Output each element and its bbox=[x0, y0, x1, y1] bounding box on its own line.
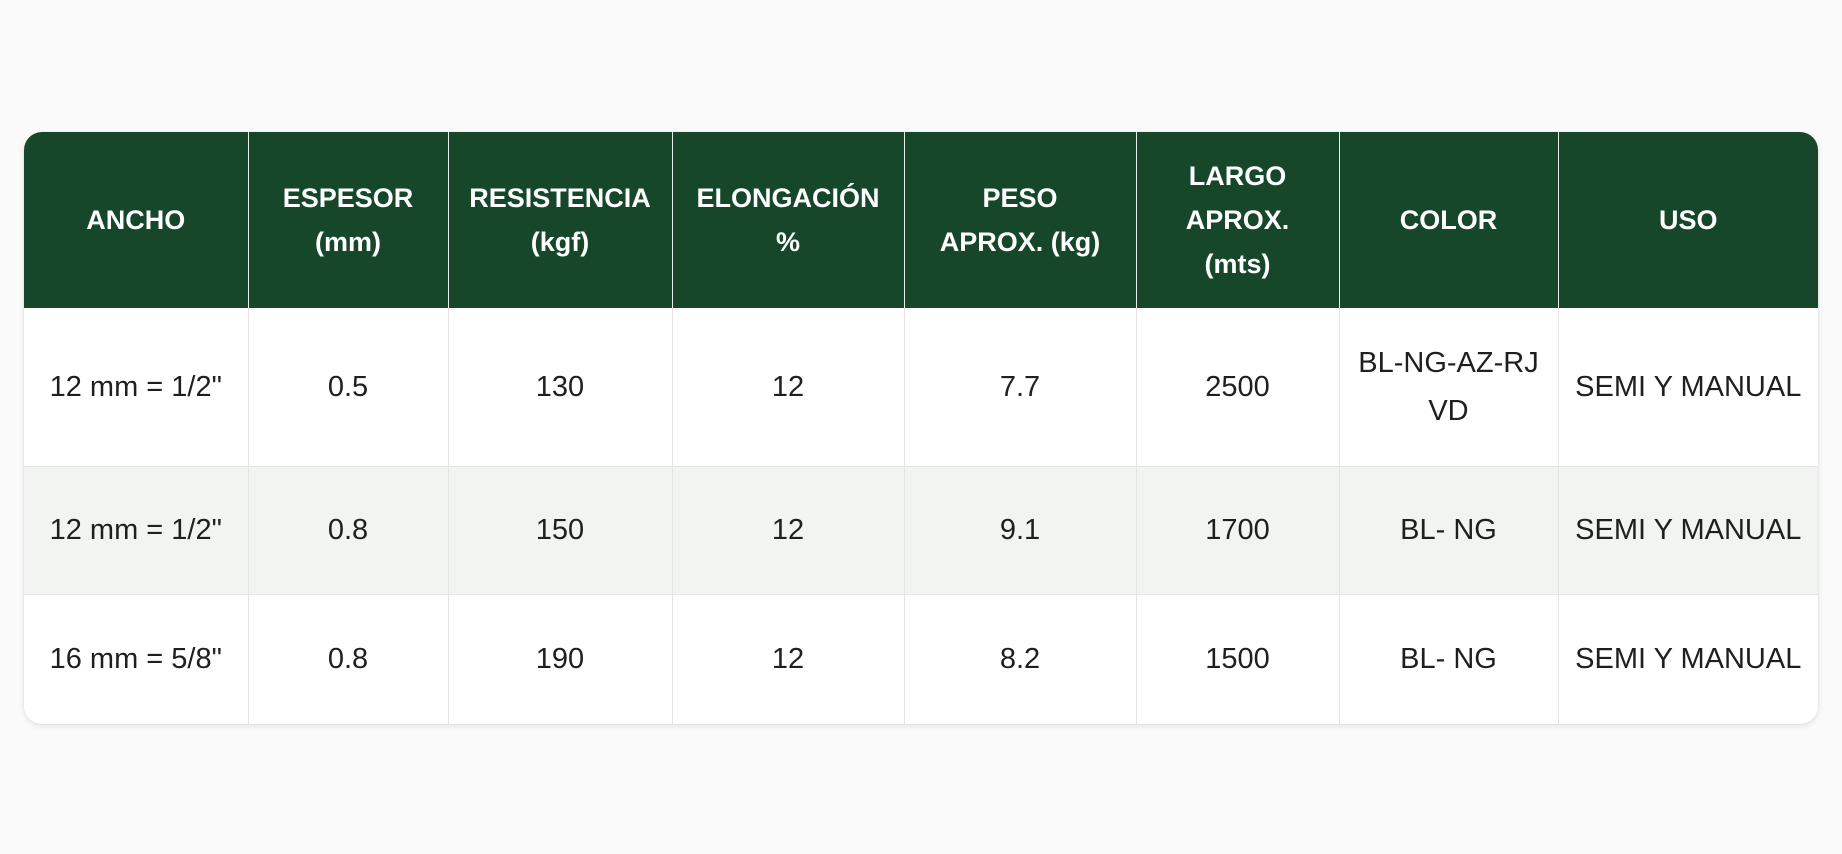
cell-uso: SEMI Y MANUAL bbox=[1557, 594, 1818, 724]
specs-table-card: ANCHO ESPESOR (mm) RESISTENCIA (kgf) ELO… bbox=[24, 132, 1818, 724]
cell-espesor: 0.8 bbox=[247, 594, 448, 724]
cell-elongacion: 12 bbox=[671, 308, 904, 466]
cell-color: BL-NG-AZ-RJ VD bbox=[1338, 308, 1558, 466]
column-header-largo: LARGO APROX. (mts) bbox=[1135, 132, 1339, 308]
cell-color: BL- NG bbox=[1338, 466, 1558, 594]
column-header-ancho: ANCHO bbox=[86, 205, 186, 235]
cell-peso: 8.2 bbox=[903, 594, 1136, 724]
cell-ancho: 16 mm = 5/8" bbox=[49, 643, 222, 676]
cell-color: BL- NG bbox=[1338, 594, 1558, 724]
column-header-resistencia: RESISTENCIA (kgf) bbox=[447, 132, 672, 308]
cell-largo: 1500 bbox=[1135, 594, 1339, 724]
column-header-color: COLOR bbox=[1338, 132, 1558, 308]
cell-largo: 1700 bbox=[1135, 466, 1339, 594]
cell-resistencia: 130 bbox=[447, 308, 672, 466]
cell-espesor: 0.5 bbox=[247, 308, 448, 466]
cell-uso: SEMI Y MANUAL bbox=[1557, 308, 1818, 466]
table-row: 12 mm = 1/2" 0.5 130 12 7.7 2500 BL-NG-A… bbox=[24, 308, 1818, 466]
cell-uso: SEMI Y MANUAL bbox=[1557, 466, 1818, 594]
table-row: 12 mm = 1/2" 0.8 150 12 9.1 1700 BL- NG … bbox=[24, 466, 1818, 594]
table-row: 16 mm = 5/8" 0.8 190 12 8.2 1500 BL- NG … bbox=[24, 594, 1818, 724]
column-header-espesor: ESPESOR (mm) bbox=[247, 132, 448, 308]
specs-table: ANCHO ESPESOR (mm) RESISTENCIA (kgf) ELO… bbox=[24, 132, 1818, 724]
column-header-elongacion: ELONGACIÓN % bbox=[671, 132, 904, 308]
cell-ancho: 12 mm = 1/2" bbox=[49, 370, 222, 403]
header-row: ANCHO ESPESOR (mm) RESISTENCIA (kgf) ELO… bbox=[24, 132, 1818, 308]
cell-peso: 7.7 bbox=[903, 308, 1136, 466]
cell-largo: 2500 bbox=[1135, 308, 1339, 466]
cell-resistencia: 190 bbox=[447, 594, 672, 724]
cell-peso: 9.1 bbox=[903, 466, 1136, 594]
column-header-peso: PESO APROX. (kg) bbox=[903, 132, 1136, 308]
cell-elongacion: 12 bbox=[671, 594, 904, 724]
column-header-uso: USO bbox=[1557, 132, 1818, 308]
cell-ancho: 12 mm = 1/2" bbox=[49, 514, 222, 546]
cell-resistencia: 150 bbox=[447, 466, 672, 594]
cell-espesor: 0.8 bbox=[247, 466, 448, 594]
cell-elongacion: 12 bbox=[671, 466, 904, 594]
